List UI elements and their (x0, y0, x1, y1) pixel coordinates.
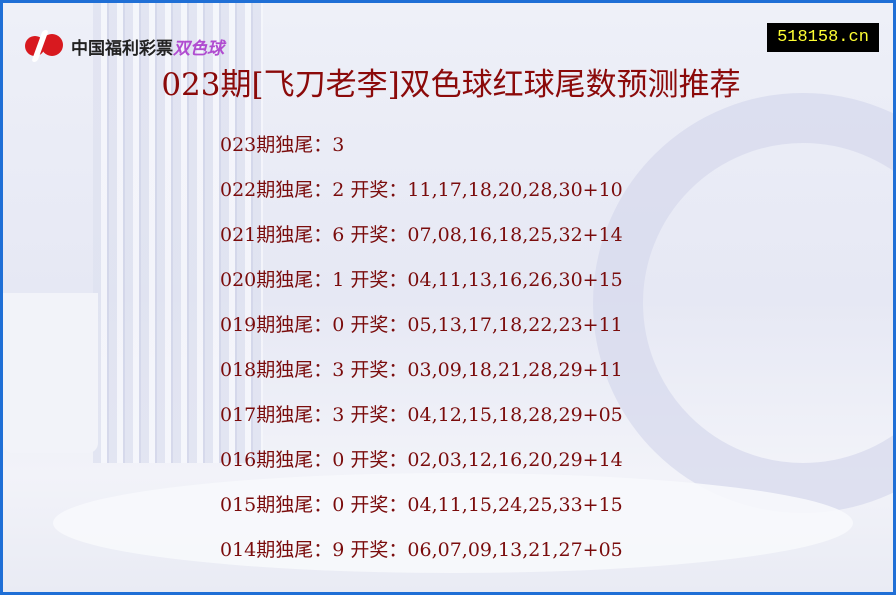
list-item: 017期独尾：3 开奖：04,12,15,18,28,29+05 (220, 404, 623, 426)
welfare-lottery-icon (23, 28, 67, 64)
background-pedestal (53, 473, 853, 573)
background-vase (3, 293, 98, 453)
lottery-logo: 中国福利彩票 双色球 (23, 28, 224, 64)
list-item: 015期独尾：0 开奖：04,11,15,24,25,33+15 (220, 494, 623, 516)
list-item: 023期独尾：3 (220, 134, 345, 156)
list-item: 022期独尾：2 开奖：11,17,18,20,28,30+10 (220, 179, 623, 201)
list-item: 014期独尾：9 开奖：06,07,09,13,21,27+05 (220, 539, 623, 561)
background-stripes (93, 3, 263, 463)
list-item: 020期独尾：1 开奖：04,11,13,16,26,30+15 (220, 269, 623, 291)
background-arc (593, 93, 893, 513)
page-title: 023期[飞刀老李]双色球红球尾数预测推荐 (161, 67, 741, 103)
logo-product: 双色球 (173, 38, 224, 59)
prediction-list: 023期独尾：3 022期独尾：2 开奖：11,17,18,20,28,30+1… (220, 131, 623, 581)
list-item: 021期独尾：6 开奖：07,08,16,18,25,32+14 (220, 224, 623, 246)
list-item: 019期独尾：0 开奖：05,13,17,18,22,23+11 (220, 314, 623, 336)
list-item: 018期独尾：3 开奖：03,09,18,21,28,29+11 (220, 359, 623, 381)
site-badge: 518158.cn (767, 23, 879, 52)
list-item: 016期独尾：0 开奖：02,03,12,16,20,29+14 (220, 449, 623, 471)
logo-text: 中国福利彩票 (71, 38, 173, 59)
